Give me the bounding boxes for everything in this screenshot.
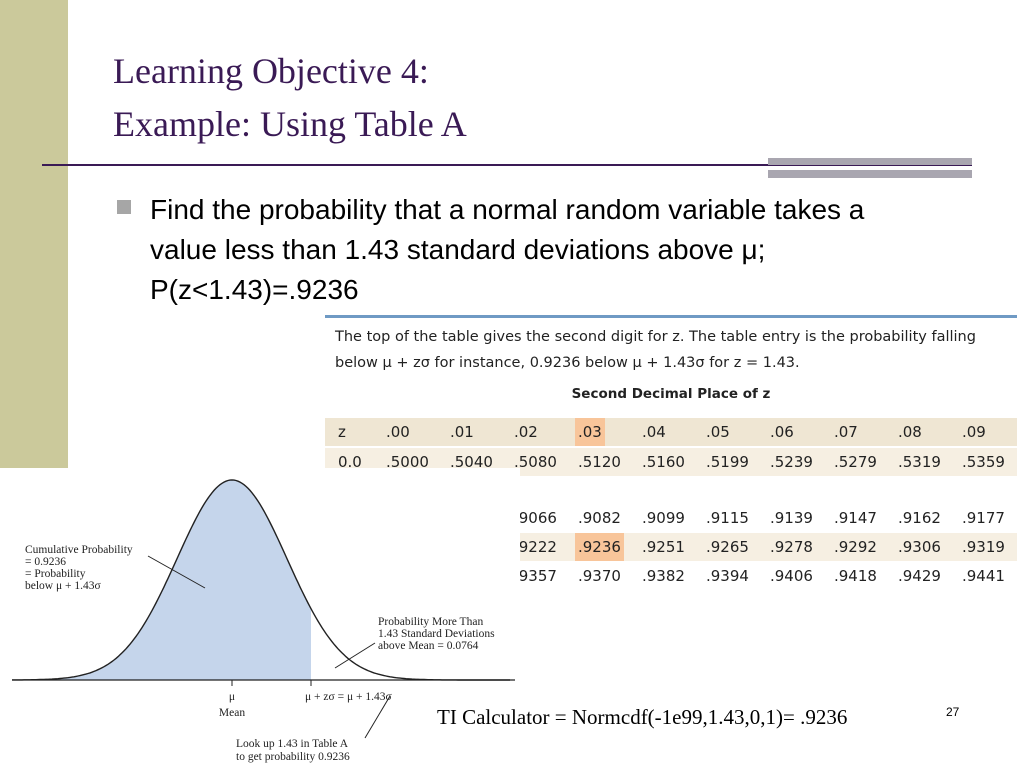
table-header-row: z .00 .01 .02 .03 .04 .05 .06 .07 .08 .09: [325, 418, 1017, 446]
table-cell: .5359: [962, 453, 1005, 471]
table-cell: .5239: [770, 453, 813, 471]
table-cell: .9139: [770, 509, 813, 527]
bullet-mark: [117, 200, 131, 214]
table-image: The top of the table gives the second di…: [325, 315, 1017, 595]
figure-label: to get probability 0.9236: [236, 751, 350, 763]
table-cell: .9292: [834, 538, 877, 556]
table-cell: .9429: [898, 567, 941, 585]
table-cell: .9306: [898, 538, 941, 556]
figure-label: = 0.9236: [25, 556, 66, 568]
table-cell: .9251: [642, 538, 685, 556]
table-caption: The top of the table gives the second di…: [335, 329, 976, 371]
table-cell: .9357: [514, 567, 557, 585]
title-line: Example: Using Table A: [113, 104, 467, 144]
table-cell: .09: [962, 423, 986, 441]
decor-bar: [768, 170, 972, 178]
figure-label: below μ + 1.43σ: [25, 580, 102, 592]
table-cell: .06: [770, 423, 794, 441]
table-cell: .9236: [575, 533, 624, 561]
table-cell: .05: [706, 423, 730, 441]
table-cell: .9265: [706, 538, 749, 556]
table-cell: .9319: [962, 538, 1005, 556]
normal-curve-figure: Cumulative Probability = 0.9236 = Probabil…: [0, 468, 520, 768]
figure-label: Look up 1.43 in Table A: [236, 738, 349, 750]
table-cell: .9162: [898, 509, 941, 527]
table-cell: .9066: [514, 509, 557, 527]
table-cell: .5279: [834, 453, 877, 471]
table-cell: .00: [386, 423, 410, 441]
table-cell: 0.0: [338, 453, 362, 471]
table-cell: .9099: [642, 509, 685, 527]
table-cell: .01: [450, 423, 474, 441]
table-cell: .9406: [770, 567, 813, 585]
table-cell: .9394: [706, 567, 749, 585]
table-cell: .9370: [578, 567, 621, 585]
table-cell: .5199: [706, 453, 749, 471]
table-cell: .9177: [962, 509, 1005, 527]
figure-label: Cumulative Probability: [25, 544, 133, 556]
table-row: 1.5.9332.9345.9357.9370.9382.9394.9406.9…: [325, 562, 1017, 590]
title-line: Learning Objective 4:: [113, 51, 429, 91]
table-cell: .9278: [770, 538, 813, 556]
pointer: [147, 555, 206, 589]
table-heading: Second Decimal Place of z: [571, 386, 771, 402]
figure-label: 1.43 Standard Deviations: [378, 628, 495, 640]
figure-label: Mean: [219, 707, 245, 719]
table-cell: .08: [898, 423, 922, 441]
table-cell: .5040: [450, 453, 493, 471]
figure-label: μ + zσ = μ + 1.43σ: [305, 691, 392, 703]
bullet-text: Find the probability that a normal rando…: [150, 194, 865, 305]
table-cell: .9418: [834, 567, 877, 585]
table-cell: .5120: [578, 453, 621, 471]
table-cell: .9082: [578, 509, 621, 527]
table-cell: .5319: [898, 453, 941, 471]
pointer: [364, 695, 391, 739]
page-number: 27: [946, 705, 960, 719]
calculator-note: TI Calculator = Normcdf(-1e99,1.43,0,1)=…: [437, 705, 848, 729]
table-cell: .02: [514, 423, 538, 441]
curve-svg: Cumulative Probability= 0.9236= Probabil…: [12, 479, 515, 763]
table-cell: .9441: [962, 567, 1005, 585]
figure-label: Probability More Than: [378, 616, 483, 628]
figure-label: = Probability: [25, 568, 86, 580]
figure-label: μ: [229, 691, 235, 703]
table-cell: .9382: [642, 567, 685, 585]
title-rule: [42, 164, 972, 166]
pointer: [334, 642, 376, 669]
table-row: 0.0 .5000 .5040 .5080 .5120 .5160 .5199 .5239 .5…: [325, 448, 1017, 476]
table-cell: .03: [575, 418, 605, 446]
table-cell: .07: [834, 423, 858, 441]
table-cell: z: [338, 423, 346, 441]
table-cell: .5160: [642, 453, 685, 471]
decor-bar: [768, 158, 972, 165]
table-cell: .9147: [834, 509, 877, 527]
table-cell: .04: [642, 423, 666, 441]
table-cell: .9222: [514, 538, 557, 556]
table-cell: .5000: [386, 453, 429, 471]
table-cell: .5080: [514, 453, 557, 471]
shaded-area: [12, 480, 311, 680]
figure-label: above Mean = 0.0764: [378, 640, 479, 652]
table-cell: .9115: [706, 509, 749, 527]
